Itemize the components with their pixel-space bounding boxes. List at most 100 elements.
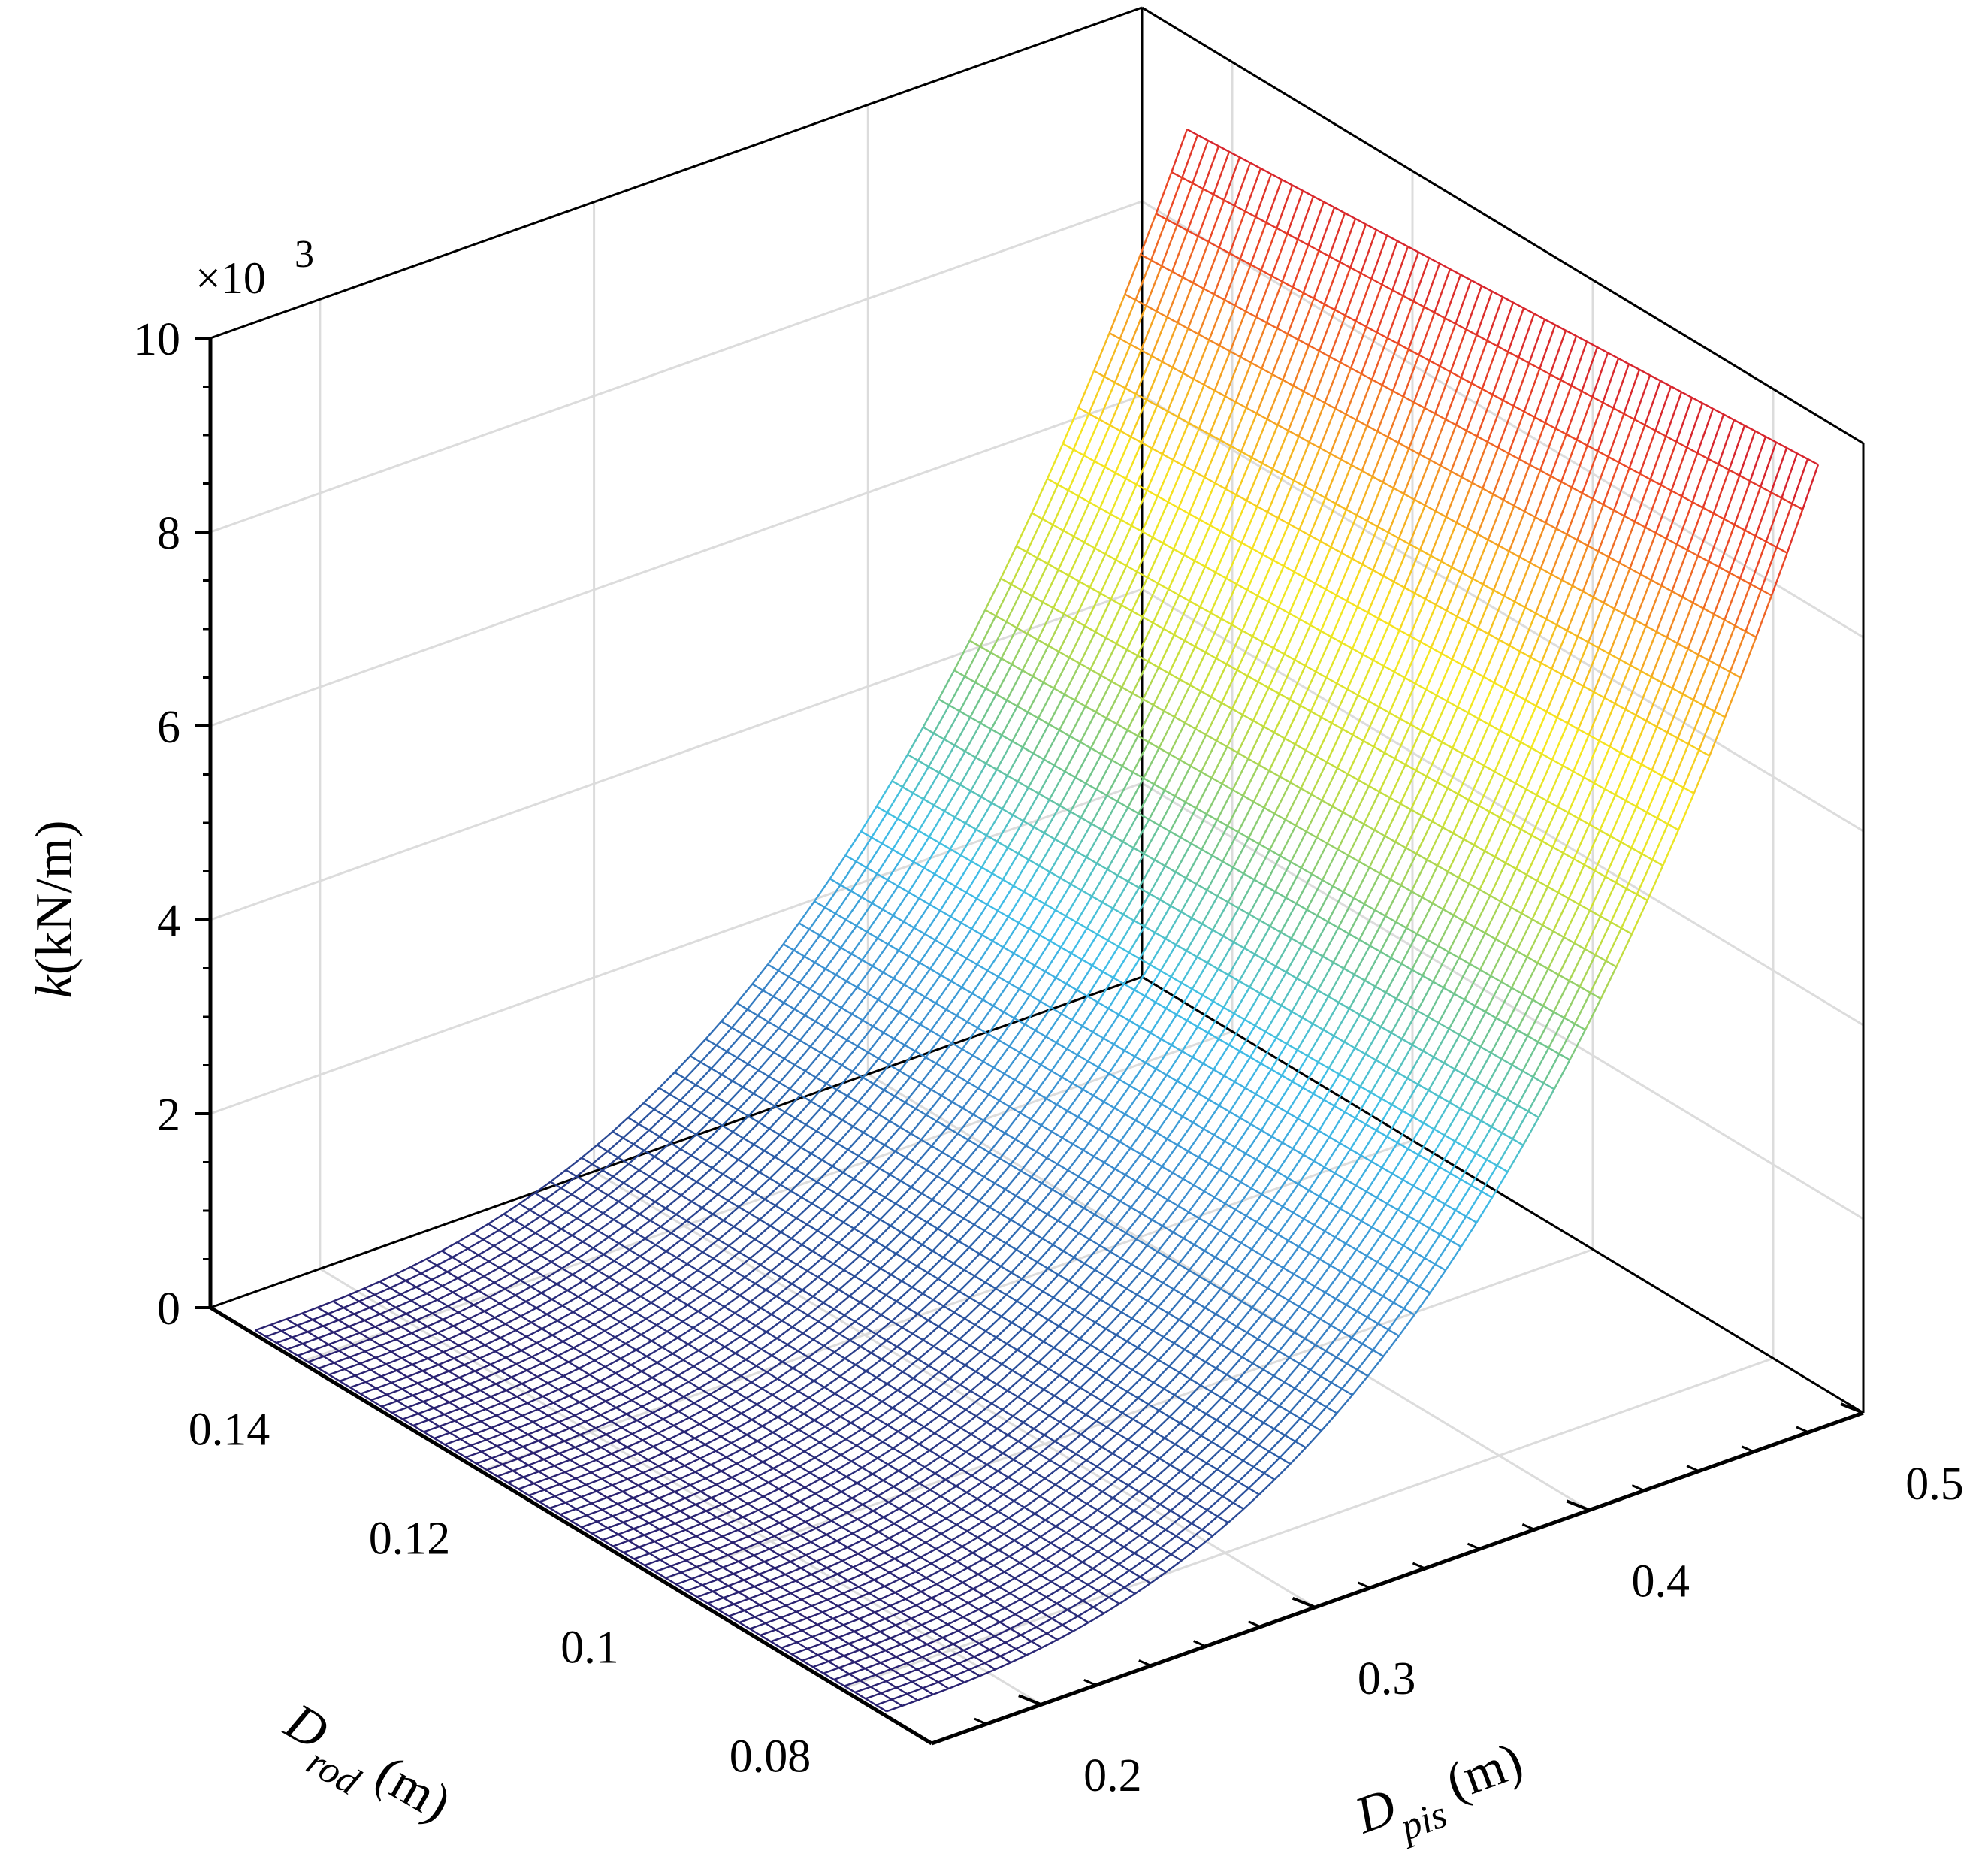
- surface-segment: [1033, 1459, 1051, 1473]
- surface-segment: [1289, 831, 1307, 863]
- surface-segment: [1031, 1214, 1048, 1233]
- surface-segment: [1139, 1002, 1157, 1027]
- surface-segment: [500, 1329, 517, 1339]
- surface-segment: [1441, 794, 1459, 828]
- surface-segment: [959, 1371, 977, 1386]
- surface-segment: [1403, 549, 1422, 588]
- surface-segment: [920, 1511, 936, 1523]
- surface-segment: [1462, 805, 1480, 840]
- surface-segment: [1294, 624, 1312, 661]
- surface-segment: [920, 1583, 938, 1593]
- surface-segment: [964, 1350, 982, 1366]
- surface-segment: [1289, 749, 1307, 783]
- surface-segment: [1038, 909, 1056, 936]
- surface-segment: [494, 1273, 511, 1284]
- surface-segment: [1091, 869, 1109, 897]
- surface-segment: [1345, 373, 1363, 415]
- surface-segment: [773, 1033, 790, 1054]
- surface-segment: [736, 1419, 753, 1429]
- surface-segment: [799, 1492, 816, 1503]
- surface-segment: [665, 1571, 682, 1579]
- surface-segment: [482, 1229, 500, 1241]
- surface-segment: [1353, 945, 1371, 975]
- surface-segment: [1004, 1562, 1020, 1573]
- surface-segment: [543, 1453, 560, 1461]
- surface-segment: [902, 1699, 918, 1707]
- surface-segment: [1158, 716, 1176, 748]
- surface-segment: [1358, 829, 1376, 862]
- surface-segment: [854, 1308, 872, 1323]
- surface-segment: [1142, 667, 1160, 700]
- surface-segment: [774, 1528, 790, 1538]
- surface-segment: [536, 1298, 553, 1309]
- surface-segment: [1471, 539, 1489, 579]
- surface-segment: [901, 1313, 919, 1329]
- surface-segment: [1208, 395, 1226, 435]
- surface-segment: [857, 1083, 875, 1103]
- surface-segment: [1237, 1415, 1254, 1434]
- surface-segment: [1045, 1548, 1062, 1561]
- surface-segment: [1404, 730, 1422, 765]
- surface-segment: [1042, 1274, 1059, 1293]
- surface-segment: [1253, 926, 1271, 955]
- surface-segment: [685, 1553, 702, 1562]
- surface-segment: [1264, 855, 1282, 886]
- surface-segment: [690, 1477, 706, 1486]
- surface-segment: [307, 1355, 325, 1363]
- surface-segment: [588, 1293, 605, 1304]
- surface-segment: [1043, 1374, 1060, 1390]
- surface-segment: [1116, 1418, 1134, 1435]
- surface-segment: [1083, 419, 1101, 456]
- surface-segment: [1545, 579, 1563, 620]
- surface-segment: [1572, 734, 1590, 772]
- surface-segment: [696, 1167, 713, 1183]
- surface-segment: [1524, 470, 1542, 512]
- surface-segment: [1195, 777, 1213, 809]
- surface-segment: [666, 1281, 683, 1293]
- surface-segment: [370, 1332, 386, 1341]
- surface-segment: [687, 1293, 704, 1306]
- surface-segment: [1283, 618, 1301, 655]
- surface-segment: [979, 1668, 996, 1677]
- surface-segment: [621, 1385, 637, 1395]
- surface-segment: [464, 1357, 481, 1366]
- surface-segment: [806, 1257, 824, 1272]
- surface-segment: [1030, 1596, 1047, 1607]
- surface-segment: [1243, 919, 1261, 949]
- surface-segment: [1042, 651, 1060, 683]
- surface-segment: [1613, 568, 1631, 609]
- surface-segment: [830, 1039, 848, 1060]
- surface-segment: [359, 1356, 376, 1365]
- surface-segment: [1691, 458, 1709, 503]
- surface-segment: [700, 1483, 717, 1492]
- surface-segment: [1665, 392, 1683, 437]
- surface-segment: [1026, 518, 1044, 553]
- surface-segment: [573, 1338, 590, 1349]
- surface-segment: [1164, 1422, 1181, 1439]
- surface-segment: [911, 1674, 929, 1683]
- surface-segment: [1017, 1428, 1035, 1442]
- surface-segment: [1085, 1399, 1102, 1416]
- surface-segment: [578, 1323, 595, 1335]
- surface-segment: [937, 1263, 955, 1280]
- surface-segment: [824, 884, 841, 909]
- surface-segment: [1348, 980, 1366, 1009]
- surface-segment: [863, 1114, 880, 1133]
- surface-segment: [925, 1532, 942, 1544]
- surface-segment: [265, 1330, 282, 1338]
- surface-segment: [1729, 631, 1747, 673]
- surface-segment: [1004, 1598, 1021, 1609]
- surface-segment: [1108, 294, 1126, 334]
- surface-segment: [1058, 1309, 1075, 1327]
- surface-segment: [851, 1051, 869, 1072]
- surface-segment: [779, 1169, 797, 1186]
- surface-segment: [1470, 1159, 1488, 1186]
- surface-segment: [602, 1157, 619, 1172]
- surface-segment: [1511, 1035, 1529, 1066]
- surface-segment: [956, 1114, 974, 1135]
- surface-segment: [772, 1384, 789, 1396]
- surface-segment: [1132, 1403, 1150, 1420]
- surface-segment: [1405, 897, 1423, 929]
- surface-segment: [1217, 941, 1235, 970]
- surface-segment: [1329, 1178, 1346, 1203]
